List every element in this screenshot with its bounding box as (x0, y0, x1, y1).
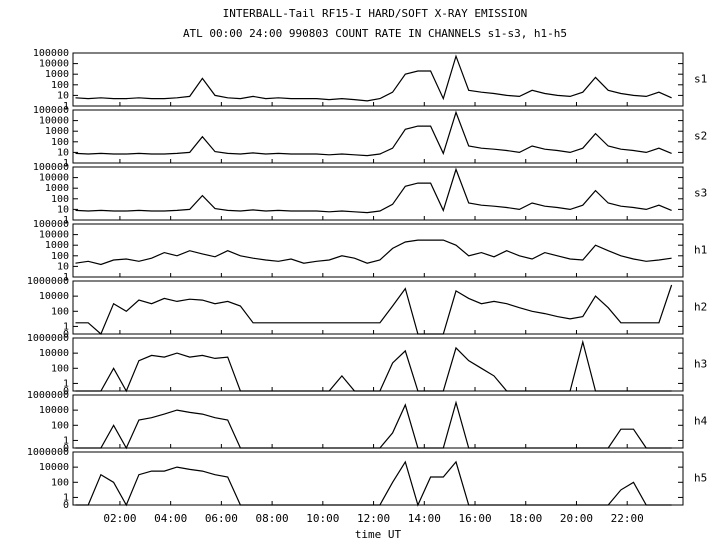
series-line (75, 284, 673, 336)
series-line (75, 54, 672, 102)
y-tick-label: 1 (63, 272, 69, 283)
panel-frame (72, 109, 684, 164)
y-tick-label: 100 (51, 306, 69, 317)
y-tick-label: 100 (51, 363, 69, 374)
y-tick-label: 100 (51, 251, 69, 262)
y-tick-label: 100000 (33, 162, 69, 173)
series-line (75, 400, 672, 450)
y-tick-label: 1 (63, 492, 69, 503)
panel-label: s2 (694, 130, 707, 143)
y-tick-label: 0 (63, 329, 69, 340)
series-line (75, 110, 672, 157)
y-tick-label: 100000 (33, 105, 69, 116)
y-tick-label: 10 (57, 90, 69, 101)
y-tick-label: 1000000 (27, 447, 69, 458)
panel-frame (72, 337, 684, 392)
y-tick-label: 1 (63, 101, 69, 112)
y-tick-label: 10 (57, 147, 69, 158)
y-tick-label: 1000000 (27, 333, 69, 344)
series-line (75, 239, 672, 266)
x-tick-label: 12:00 (357, 512, 390, 525)
x-tick-label: 14:00 (408, 512, 441, 525)
x-tick-label: 02:00 (103, 512, 136, 525)
panel-label: s1 (694, 73, 707, 86)
y-tick-label: 1 (63, 378, 69, 389)
y-tick-label: 1 (63, 435, 69, 446)
panel-label: s3 (694, 187, 707, 200)
series-line (75, 339, 672, 393)
y-tick-label: 1 (63, 215, 69, 226)
chart-subtitle: ATL 00:00 24:00 990803 COUNT RATE IN CHA… (183, 27, 567, 40)
panel-label: h3 (694, 358, 707, 371)
y-tick-label: 100 (51, 194, 69, 205)
y-tick-label: 100 (51, 420, 69, 431)
chart-title: INTERBALL-Tail RF15-I HARD/SOFT X-RAY EM… (223, 7, 528, 20)
x-tick-label: 16:00 (458, 512, 491, 525)
y-tick-label: 1000 (45, 69, 69, 80)
panel-label: h4 (694, 415, 708, 428)
y-tick-label: 1000 (45, 126, 69, 137)
y-tick-label: 0 (63, 386, 69, 397)
y-tick-label: 10 (57, 261, 69, 272)
y-tick-label: 1000 (45, 183, 69, 194)
panel-frame (72, 394, 684, 449)
y-tick-label: 10000 (39, 462, 69, 473)
x-tick-label: 08:00 (256, 512, 289, 525)
x-tick-label: 20:00 (560, 512, 593, 525)
y-tick-label: 100000 (33, 48, 69, 59)
y-tick-label: 100 (51, 80, 69, 91)
y-tick-label: 100000 (33, 219, 69, 230)
y-tick-label: 1000000 (27, 390, 69, 401)
panel-frame (72, 280, 684, 335)
y-tick-label: 0 (63, 500, 69, 511)
panel-frame (72, 223, 684, 278)
panel-label: h5 (694, 472, 707, 485)
y-tick-label: 1000000 (27, 276, 69, 287)
x-tick-label: 18:00 (509, 512, 542, 525)
y-tick-label: 1 (63, 158, 69, 169)
y-tick-label: 1000 (45, 240, 69, 251)
series-line (75, 460, 672, 507)
x-axis-label: time UT (355, 528, 402, 541)
y-tick-label: 10000 (39, 116, 69, 127)
panel-frame (72, 451, 684, 506)
y-tick-label: 100 (51, 477, 69, 488)
panel-label: h2 (694, 301, 707, 314)
x-tick-label: 10:00 (306, 512, 339, 525)
y-tick-label: 100 (51, 137, 69, 148)
y-tick-label: 10000 (39, 173, 69, 184)
panel-frame (72, 52, 684, 107)
panel-label: h1 (694, 244, 707, 257)
x-tick-label: 04:00 (154, 512, 187, 525)
x-tick-label: 06:00 (205, 512, 238, 525)
y-tick-label: 0 (63, 443, 69, 454)
y-tick-label: 10000 (39, 59, 69, 70)
y-tick-label: 10000 (39, 348, 69, 359)
y-tick-label: 10000 (39, 230, 69, 241)
y-tick-label: 1 (63, 321, 69, 332)
panel-frame (72, 166, 684, 221)
y-tick-label: 10000 (39, 405, 69, 416)
y-tick-label: 10000 (39, 291, 69, 302)
series-line (75, 167, 672, 214)
y-tick-label: 10 (57, 204, 69, 215)
x-tick-label: 22:00 (611, 512, 644, 525)
